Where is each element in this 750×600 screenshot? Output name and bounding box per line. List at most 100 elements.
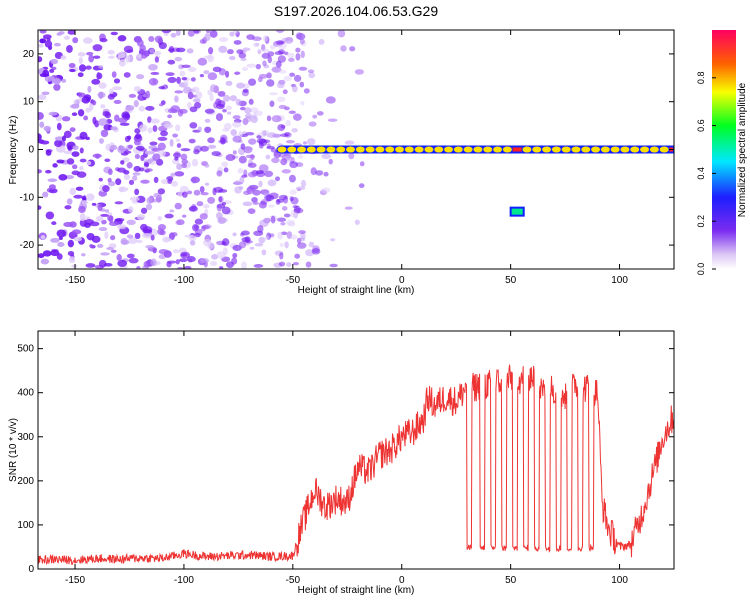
noise-speck: [282, 89, 288, 95]
noise-speck: [175, 259, 180, 265]
carrier-blob: [462, 145, 474, 154]
offset-tone: [509, 206, 525, 217]
noise-speck: [244, 236, 251, 243]
noise-speck: [258, 164, 269, 173]
noise-speck: [38, 133, 42, 141]
noise-speck: [88, 103, 94, 111]
noise-speck: [149, 141, 158, 146]
noise-speck: [253, 42, 260, 48]
noise-speck: [197, 126, 202, 132]
noise-speck: [220, 137, 226, 145]
carrier-blob: [443, 145, 455, 154]
noise-speck: [203, 70, 210, 75]
noise-speck: [180, 148, 191, 152]
noise-speck: [207, 137, 215, 144]
noise-speck: [211, 151, 221, 157]
noise-speck: [78, 64, 87, 72]
noise-speck: [242, 88, 249, 93]
noise-speck: [229, 95, 237, 102]
noise-speck: [255, 170, 265, 175]
noise-speck: [173, 152, 181, 158]
noise-speck: [127, 135, 132, 140]
noise-speck: [81, 96, 91, 104]
noise-speck: [53, 42, 61, 47]
noise-speck: [289, 196, 294, 202]
noise-speck: [233, 40, 242, 45]
noise-speck: [225, 80, 233, 86]
noise-speck: [281, 37, 290, 42]
noise-speck: [246, 34, 255, 40]
noise-speck: [92, 44, 103, 52]
noise-speck: [104, 209, 110, 213]
noise-speck: [295, 53, 301, 61]
noise-speck: [243, 146, 253, 154]
noise-speck: [256, 135, 262, 139]
noise-speck: [126, 219, 136, 226]
noise-speck: [237, 168, 244, 174]
noise-speck: [135, 239, 143, 243]
noise-speck: [77, 72, 84, 78]
noise-speck: [71, 112, 78, 117]
noise-speck: [132, 172, 141, 176]
noise-speck: [241, 66, 249, 72]
noise-speck: [269, 92, 279, 96]
noise-speck: [292, 262, 300, 266]
noise-speck: [133, 100, 139, 108]
snr-panel: -150 -100 -50 0 50 100 0 100 200 300 400 500 Heigh…: [8, 330, 675, 596]
noise-speck: [152, 125, 158, 132]
noise-speck: [38, 253, 45, 259]
noise-speck: [85, 263, 96, 268]
noise-speck: [136, 265, 141, 269]
noise-speck: [186, 256, 196, 263]
noise-speck: [251, 196, 258, 203]
noise-speck: [240, 57, 247, 61]
noise-speck: [186, 190, 193, 195]
noise-speck: [298, 230, 306, 234]
noise-speck: [166, 260, 177, 264]
noise-speck: [296, 237, 302, 244]
noise-speck: [266, 145, 275, 150]
noise-speck: [145, 90, 151, 99]
carrier-blob: [590, 145, 602, 154]
noise-speck: [266, 115, 272, 122]
noise-speck: [110, 235, 116, 241]
noise-speck: [223, 167, 229, 173]
noise-speck: [195, 91, 203, 99]
noise-speck: [169, 209, 175, 213]
noise-speck: [295, 32, 303, 40]
noise-speck: [145, 244, 155, 249]
carrier-blob: [482, 145, 494, 154]
noise-speck: [41, 91, 50, 95]
noise-speck: [61, 135, 67, 142]
noise-speck: [71, 151, 80, 157]
noise-speck: [194, 232, 201, 238]
noise-speck: [226, 49, 234, 55]
noise-speck: [278, 70, 287, 74]
colorbar-tick-label: 0.4: [696, 167, 706, 180]
noise-speck: [109, 88, 114, 95]
noise-speck: [275, 198, 281, 205]
noise-speck: [249, 107, 259, 113]
noise-speck: [150, 234, 155, 241]
noise-speck: [77, 109, 85, 117]
noise-speck: [92, 116, 97, 125]
noise-speck: [344, 140, 355, 145]
noise-speck: [77, 51, 86, 57]
noise-speck: [110, 126, 118, 131]
noise-speck: [278, 261, 286, 267]
noise-speck: [308, 121, 317, 127]
noise-speck: [203, 204, 210, 209]
noise-speck: [102, 185, 110, 193]
noise-speck: [232, 252, 238, 258]
noise-speck: [126, 253, 135, 259]
noise-speck: [176, 163, 183, 170]
noise-speck: [113, 78, 121, 84]
noise-speck: [193, 98, 201, 103]
noise-speck: [242, 201, 253, 207]
noise-speck: [66, 44, 73, 53]
noise-speck: [217, 189, 228, 193]
noise-speck: [171, 180, 179, 187]
noise-speck: [228, 56, 236, 61]
noise-speck: [194, 101, 202, 109]
noise-speck: [254, 242, 264, 247]
